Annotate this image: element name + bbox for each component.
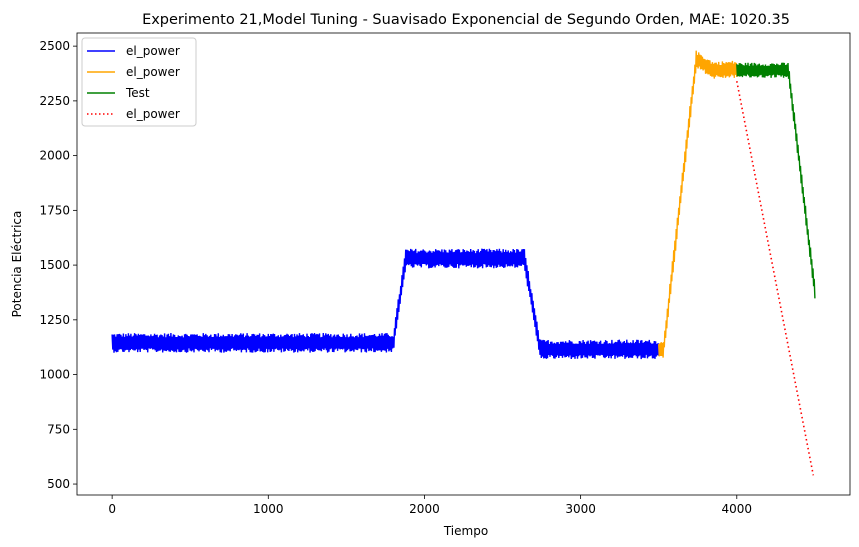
series-line-0 [111, 248, 660, 360]
series-layer [111, 50, 816, 476]
legend-label-2: Test [125, 86, 150, 100]
x-axis: 0 1000 2000 3000 4000 [108, 495, 752, 516]
legend-box [81, 37, 197, 127]
legend-label-1: el_power [126, 65, 180, 79]
plot-frame [76, 32, 851, 496]
legend: el_power el_power Test el_power [81, 37, 197, 127]
chart-title: Experimento 21,Model Tuning - Suavisado … [142, 12, 790, 28]
y-tick-label: 1250 [39, 313, 70, 327]
y-axis-label: Potencia Eléctrica [10, 211, 24, 318]
y-tick-label: 1750 [39, 203, 70, 217]
x-tick-label: 4000 [722, 502, 753, 516]
series-line-2 [736, 62, 816, 299]
y-tick-label: 750 [47, 422, 70, 436]
x-tick-label: 3000 [565, 502, 596, 516]
x-tick-label: 1000 [253, 502, 284, 516]
x-tick-label: 2000 [409, 502, 440, 516]
x-tick-label: 0 [108, 502, 116, 516]
y-tick-label: 2250 [39, 94, 70, 108]
x-axis-label: Tiempo [443, 524, 488, 538]
y-tick-label: 2000 [39, 149, 70, 163]
y-tick-label: 500 [47, 477, 70, 491]
y-tick-label: 1500 [39, 258, 70, 272]
y-axis: 500 750 1000 1250 1500 1750 2000 2250 2500 [39, 39, 77, 491]
y-tick-label: 2500 [39, 39, 70, 53]
series-line-1 [658, 50, 738, 358]
legend-label-0: el_power [126, 44, 180, 58]
y-tick-label: 1000 [39, 368, 70, 382]
legend-label-3: el_power [126, 107, 180, 121]
